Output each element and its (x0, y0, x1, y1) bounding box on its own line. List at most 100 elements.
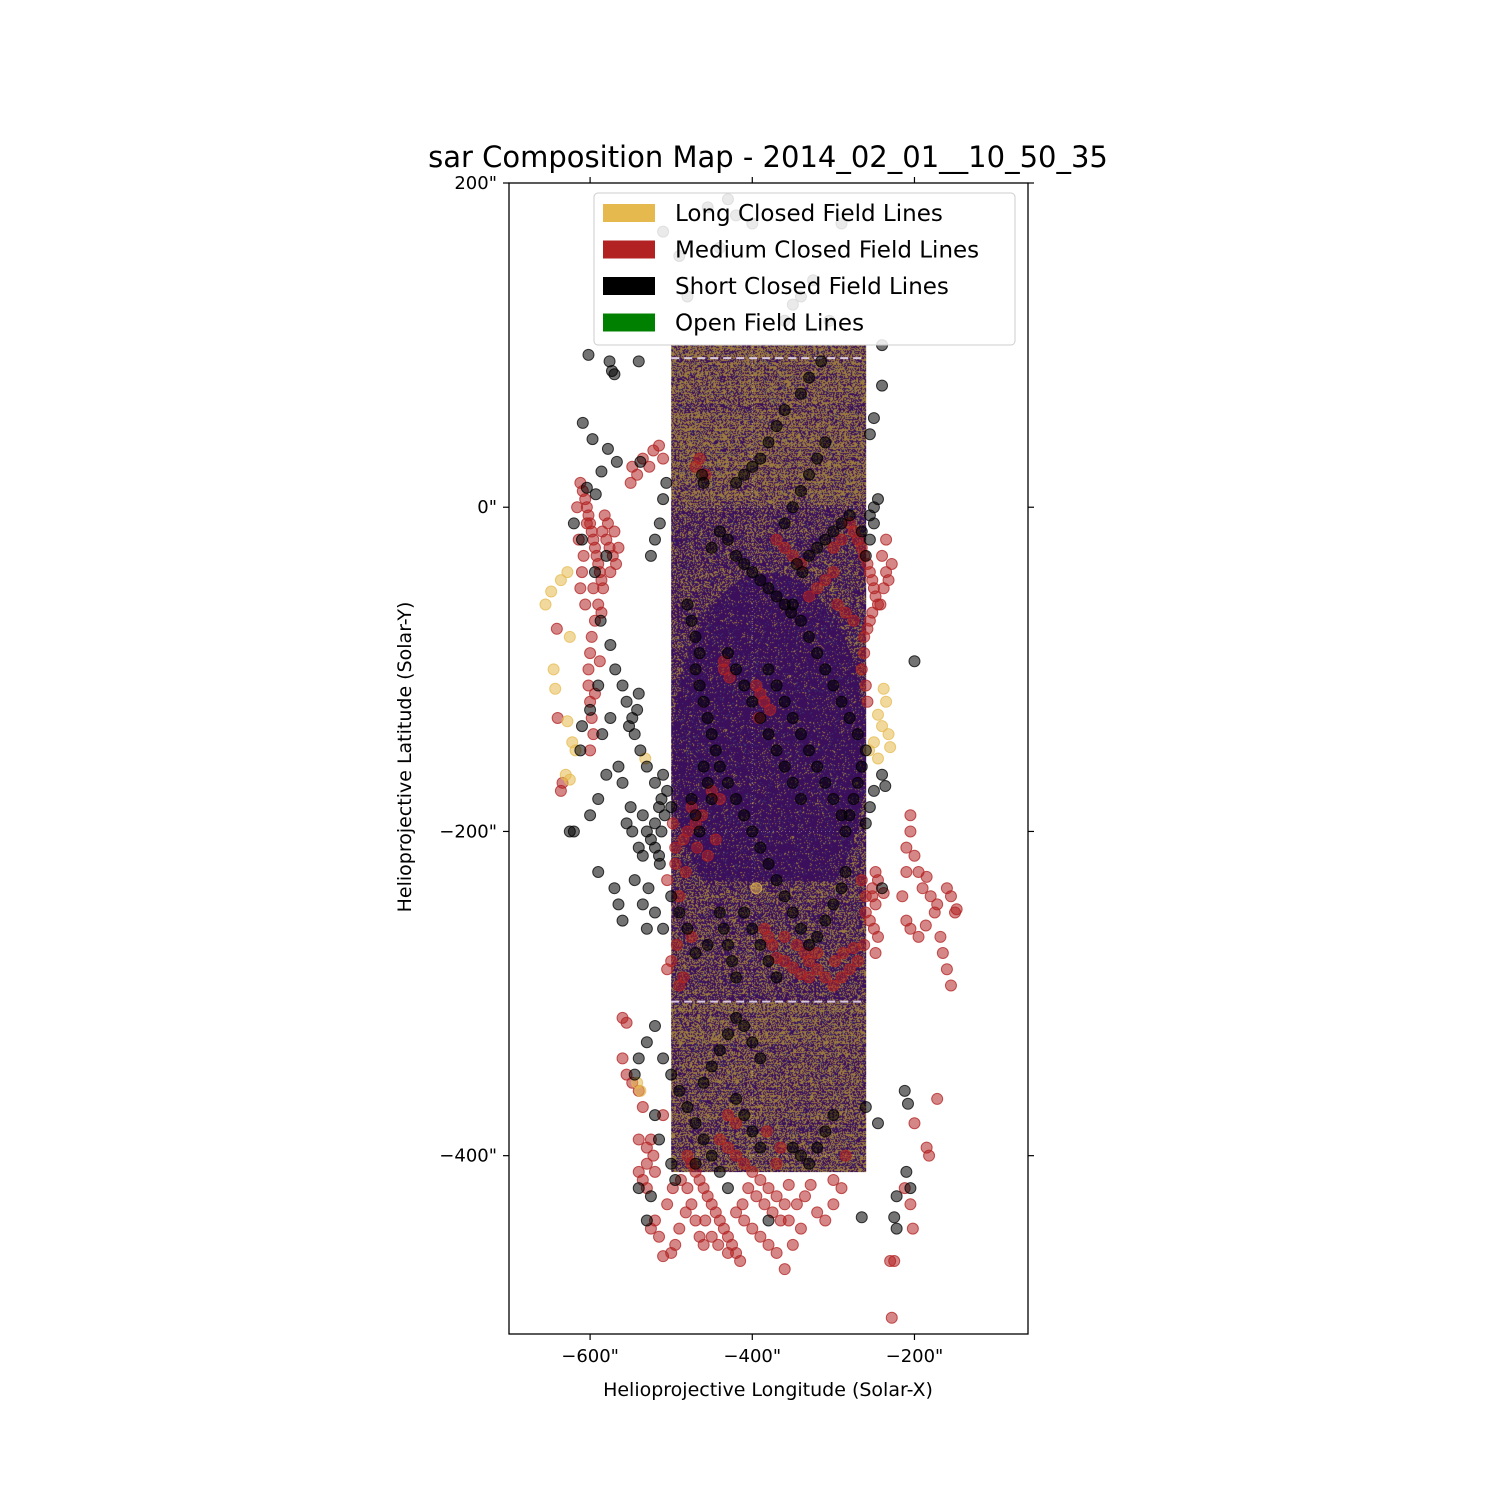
data-point (658, 809, 671, 822)
data-point (877, 682, 890, 695)
data-point (904, 922, 917, 935)
data-point (738, 1109, 751, 1122)
data-point (604, 711, 617, 724)
data-point (673, 1222, 686, 1235)
data-point (794, 1149, 807, 1162)
data-point (770, 744, 783, 757)
data-point (666, 817, 679, 830)
x-tick-label: −400" (723, 1346, 781, 1367)
data-point (794, 1222, 807, 1235)
data-point (693, 679, 706, 692)
data-point (563, 773, 576, 786)
data-point (632, 1052, 645, 1065)
y-tick-label: 0" (477, 497, 497, 518)
data-point (608, 525, 621, 538)
chart-title: sar Composition Map - 2014_02_01__10_50_… (428, 140, 1108, 174)
data-point (685, 1198, 698, 1211)
data-point (900, 865, 913, 878)
data-point (601, 442, 614, 455)
y-tick-label: −400" (439, 1146, 497, 1167)
data-point (709, 744, 722, 757)
data-point (835, 695, 848, 708)
data-point (660, 476, 673, 489)
data-point (811, 647, 824, 660)
legend-swatch (603, 313, 655, 332)
data-point (620, 1016, 633, 1029)
data-point (712, 1238, 725, 1251)
data-point (721, 776, 734, 789)
data-point (738, 1019, 751, 1032)
data-point (657, 922, 670, 935)
data-point (697, 760, 710, 773)
data-point (885, 557, 898, 570)
data-point (705, 1149, 718, 1162)
data-point (670, 938, 683, 951)
data-point (880, 695, 893, 708)
data-point (912, 930, 925, 943)
data-point (604, 566, 617, 579)
plot-area (509, 183, 1028, 1348)
data-point (803, 468, 816, 481)
data-point (811, 541, 824, 554)
data-point (790, 1198, 803, 1211)
x-tick-label: −600" (561, 1346, 619, 1367)
data-point (786, 598, 799, 611)
data-point (839, 1149, 852, 1162)
data-point (742, 1182, 755, 1195)
data-point (661, 963, 674, 976)
data-point (851, 955, 864, 968)
data-point (827, 979, 840, 992)
data-point (746, 566, 759, 579)
data-point (950, 903, 963, 916)
data-point (636, 898, 649, 911)
data-point (839, 865, 852, 878)
data-point (923, 1149, 936, 1162)
data-point (754, 841, 767, 854)
data-point (762, 663, 775, 676)
data-point (786, 906, 799, 919)
data-point (681, 1182, 694, 1195)
data-point (738, 1157, 751, 1170)
data-point (855, 874, 868, 887)
data-point (730, 1011, 743, 1024)
data-point (867, 784, 880, 797)
data-point (863, 533, 876, 546)
data-point (665, 801, 678, 814)
data-point (550, 622, 563, 635)
data-point (803, 955, 816, 968)
data-point (661, 784, 674, 797)
data-point (764, 703, 777, 716)
data-point (730, 1149, 743, 1162)
data-point (685, 793, 698, 806)
data-point (665, 890, 678, 903)
data-point (580, 517, 593, 530)
data-point (632, 1182, 645, 1195)
data-point (856, 1337, 867, 1348)
data-point (869, 898, 882, 911)
data-point (632, 355, 645, 368)
data-point (577, 549, 590, 562)
data-point (803, 590, 816, 603)
data-point (819, 663, 832, 676)
data-point (778, 517, 791, 530)
data-point (608, 882, 621, 895)
data-point (584, 647, 597, 660)
data-point (738, 906, 751, 919)
data-point (705, 1060, 718, 1073)
data-point (790, 938, 803, 951)
data-point (794, 968, 807, 981)
data-point (819, 1125, 832, 1138)
data-point (693, 825, 706, 838)
data-point (616, 679, 629, 692)
legend-label: Short Closed Field Lines (675, 274, 949, 300)
data-point (843, 509, 856, 522)
data-point (835, 882, 848, 895)
data-point (657, 768, 670, 781)
data-point (563, 630, 576, 643)
data-point (636, 849, 649, 862)
data-point (835, 971, 848, 984)
data-point (778, 1263, 791, 1276)
data-point (730, 476, 743, 489)
legend-swatch (603, 240, 655, 259)
data-point (640, 1157, 653, 1170)
